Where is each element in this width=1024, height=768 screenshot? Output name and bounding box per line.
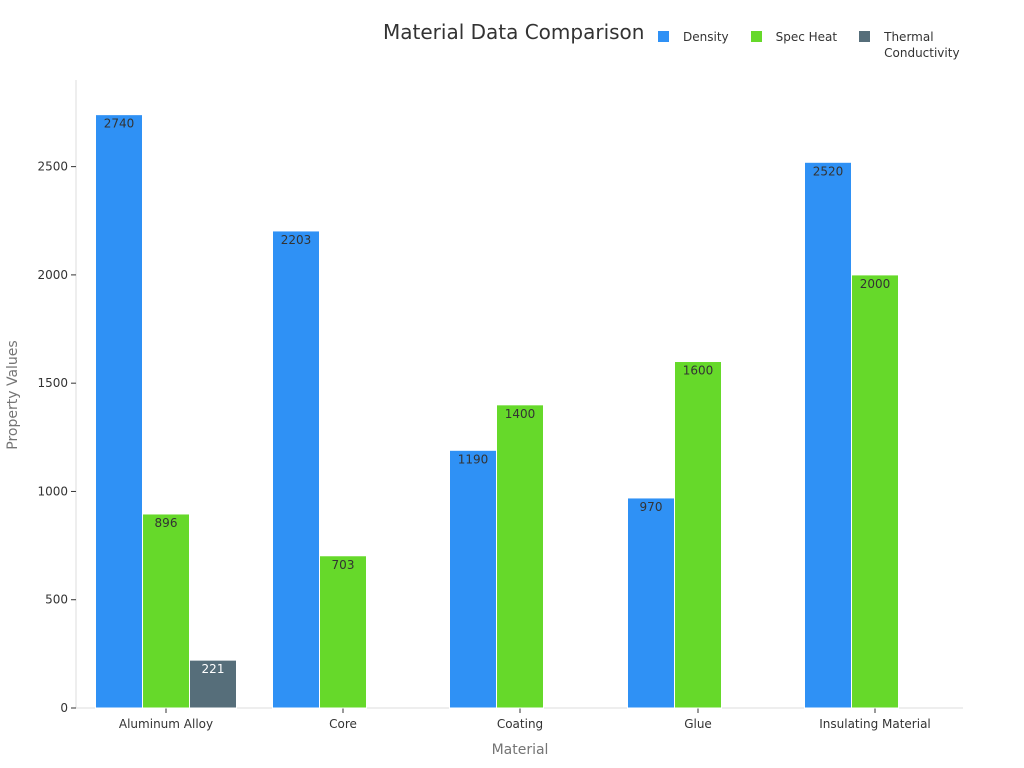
bar-spec-heat-core[interactable]: [319, 555, 367, 709]
data-label-spec-heat-insulating-material: 2000: [860, 277, 891, 291]
data-label-density-coating: 1190: [458, 452, 489, 466]
legend-item-density[interactable]: Density: [658, 29, 729, 61]
bar-spec-heat-aluminum-alloy[interactable]: [142, 513, 190, 709]
legend-label-spec-heat: Spec Heat: [775, 30, 838, 44]
y-tick-label: 0: [60, 701, 68, 715]
data-label-spec-heat-coating: 1400: [505, 407, 536, 421]
bar-density-insulating-material[interactable]: [804, 161, 852, 709]
legend-label-density: Density: [683, 30, 729, 44]
data-labels: 2740 896 221 2203 703 1190 1400 970 1600 2520 2000: [104, 117, 891, 676]
chart-title: Material Data Comparison: [383, 20, 645, 44]
x-tick-label-insulating-material: Insulating Material: [819, 717, 931, 731]
data-label-density-aluminum-alloy: 2740: [104, 117, 135, 131]
y-tick-label: 2500: [37, 160, 68, 174]
data-label-spec-heat-core: 703: [332, 558, 355, 572]
x-axis-label: Material: [491, 742, 549, 758]
legend-label-thermal-conductivity: Thermal Conductivity: [884, 30, 960, 60]
legend: Density Spec Heat Thermal Conductivity: [658, 29, 974, 61]
bars: [95, 114, 899, 709]
y-tick-label: 1500: [37, 376, 68, 390]
data-label-thermal-conductivity-aluminum-alloy: 221: [202, 662, 225, 676]
bar-spec-heat-coating[interactable]: [496, 404, 544, 709]
x-tick-label-glue: Glue: [684, 717, 712, 731]
y-tick-label: 2000: [37, 268, 68, 282]
y-axis-label: Property Values: [5, 340, 21, 450]
bar-density-coating[interactable]: [449, 449, 497, 709]
legend-item-spec-heat[interactable]: Spec Heat: [750, 29, 838, 61]
legend-swatch-spec-heat: [750, 31, 762, 42]
data-label-density-glue: 970: [640, 500, 663, 514]
bar-spec-heat-glue[interactable]: [674, 361, 722, 709]
legend-item-thermal-conductivity[interactable]: Thermal Conductivity: [859, 29, 974, 61]
bar-density-core[interactable]: [272, 230, 320, 709]
bar-density-aluminum-alloy[interactable]: [95, 114, 143, 709]
x-tick-label-coating: Coating: [497, 717, 543, 731]
data-label-spec-heat-aluminum-alloy: 896: [155, 516, 178, 530]
x-tick-label-aluminum-alloy: Aluminum Alloy: [119, 717, 213, 731]
data-label-density-core: 2203: [281, 233, 312, 247]
bar-thermal-conductivity-aluminum-alloy[interactable]: [189, 659, 237, 709]
y-tick-label: 1000: [37, 484, 68, 498]
x-tick-label-core: Core: [329, 717, 357, 731]
data-label-density-insulating-material: 2520: [813, 164, 844, 178]
bar-density-glue[interactable]: [627, 497, 675, 709]
bar-spec-heat-insulating-material[interactable]: [851, 274, 899, 709]
y-tick-label: 500: [45, 593, 68, 607]
legend-swatch-thermal-conductivity: [859, 31, 871, 42]
legend-swatch-density: [658, 31, 669, 42]
data-label-spec-heat-glue: 1600: [683, 364, 714, 378]
